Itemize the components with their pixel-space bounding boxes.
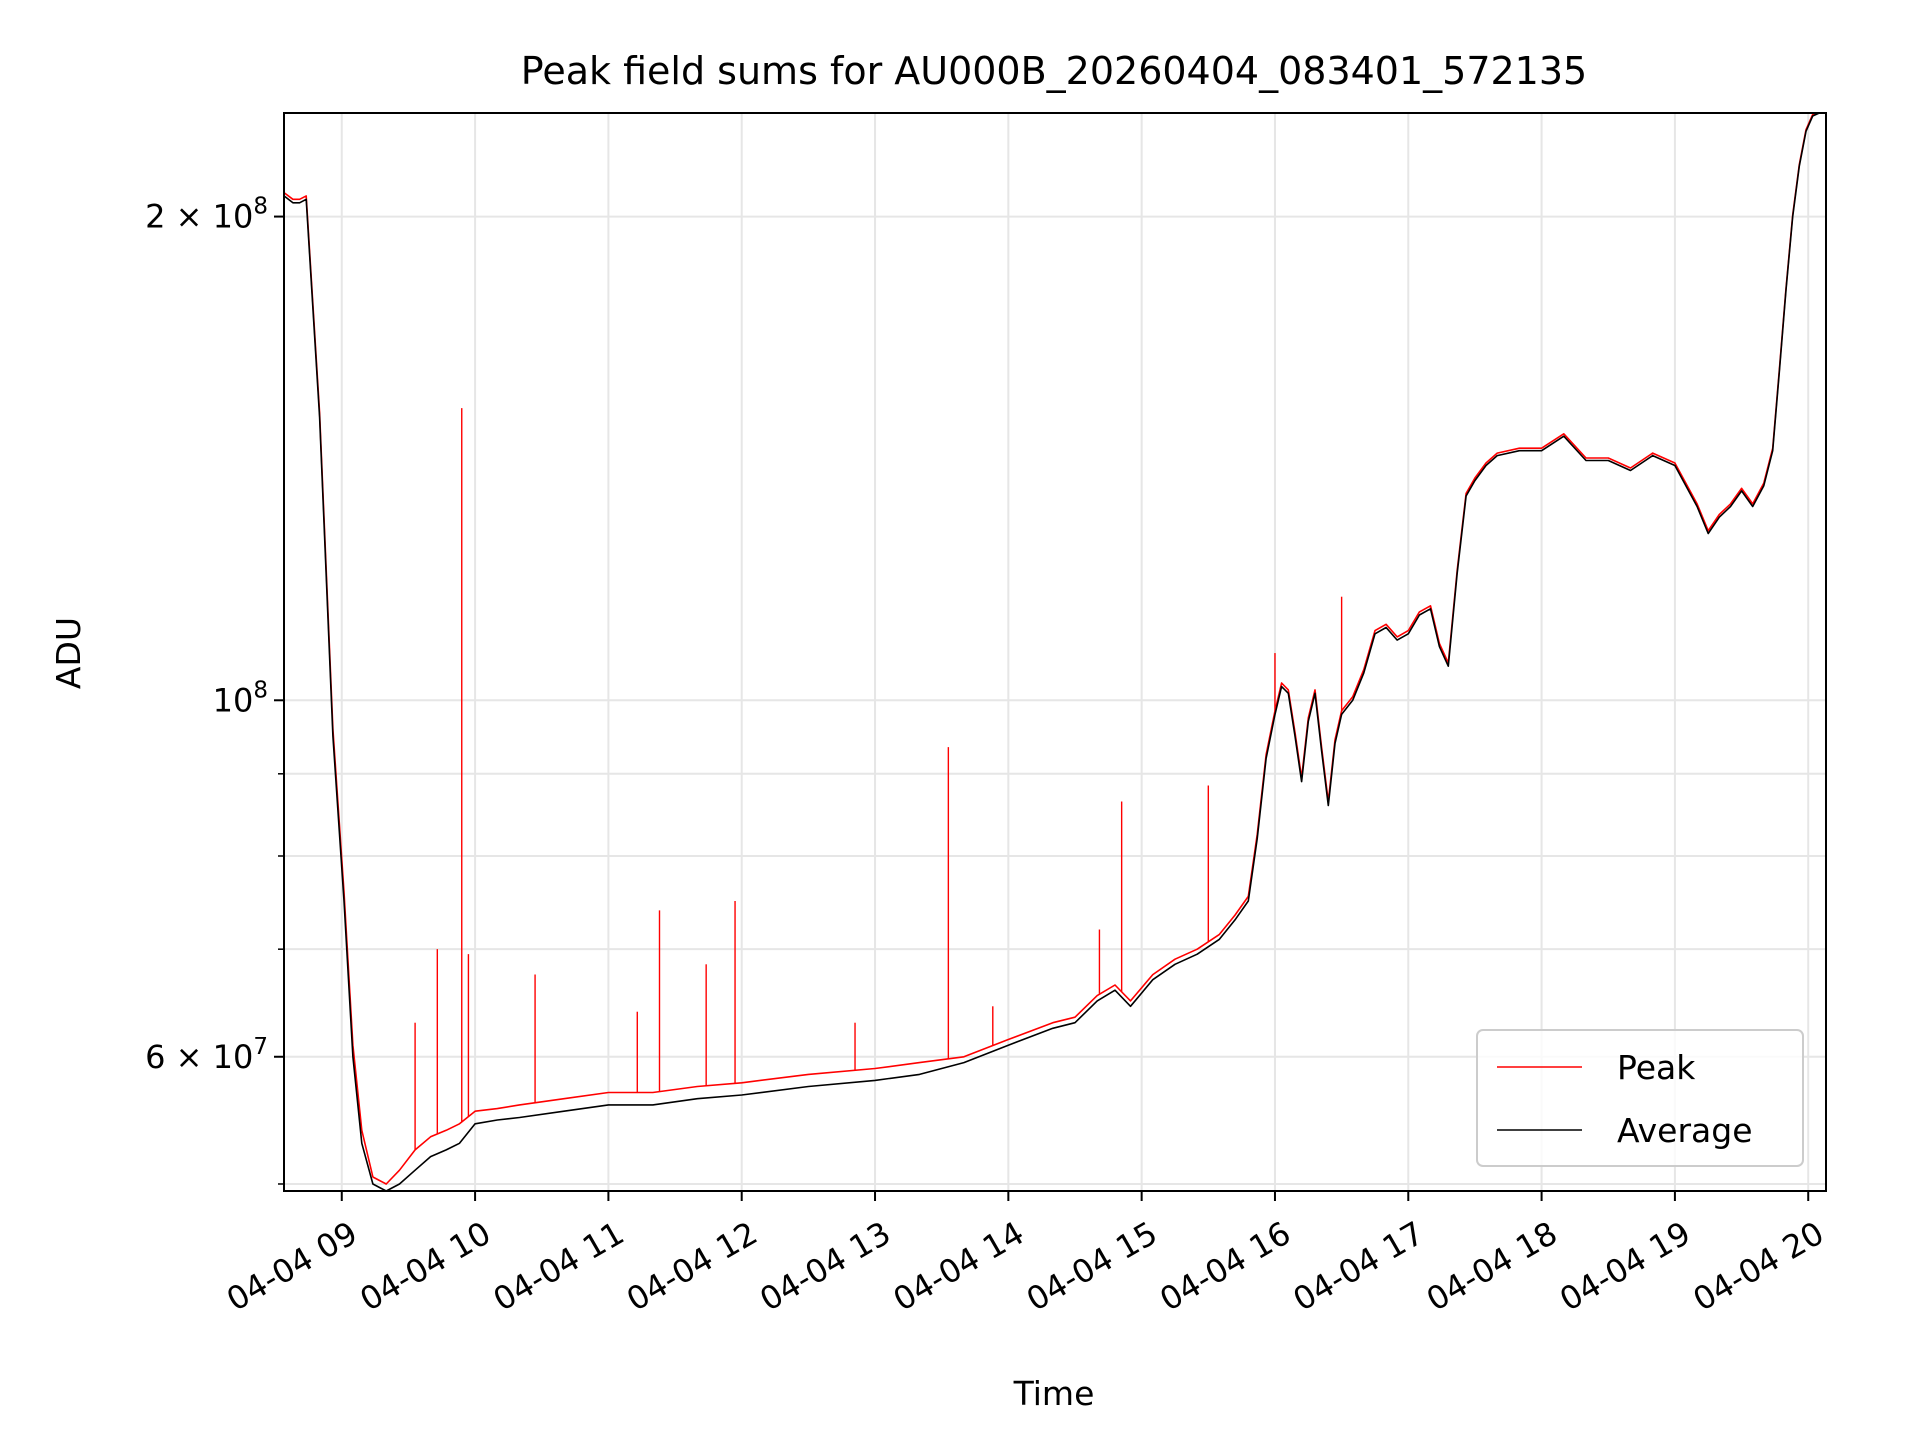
x-tick-label: 04-04 20 [1687,1214,1831,1319]
x-tick-label: 04-04 11 [487,1214,631,1319]
x-tick-label: 04-04 17 [1287,1214,1431,1319]
chart-title: Peak field sums for AU000B_20260404_0834… [521,49,1587,93]
x-tick-label: 04-04 13 [753,1214,897,1319]
y-tick-label: 6 × 107 [145,1034,268,1076]
x-tick-label: 04-04 18 [1420,1214,1564,1319]
series-lines [283,112,1826,1192]
y-axis-ticks: 6 × 107 108 2 × 108 [145,194,284,1185]
legend: Peak Average [1476,1029,1804,1167]
x-tick-label: 04-04 10 [353,1214,497,1319]
y-tick-label: 108 [213,677,268,719]
series-line-peak [283,112,1826,1185]
x-tick-label: 04-04 15 [1020,1214,1164,1319]
x-tick-label: 04-04 19 [1553,1214,1697,1319]
legend-label-average: Average [1617,1111,1753,1150]
plot-area-frame [283,112,1827,1192]
y-tick-label: 2 × 108 [145,194,268,236]
legend-box [1476,1029,1804,1167]
series-line-average [283,112,1826,1192]
x-axis-label: Time [1013,1374,1095,1413]
y-axis-label: ADU [49,617,88,689]
x-tick-label: 04-04 12 [620,1214,764,1319]
x-tick-label: 04-04 09 [220,1214,364,1319]
x-tick-label: 04-04 16 [1153,1214,1297,1319]
legend-label-peak: Peak [1617,1048,1696,1087]
x-tick-label: 04-04 14 [887,1214,1031,1319]
